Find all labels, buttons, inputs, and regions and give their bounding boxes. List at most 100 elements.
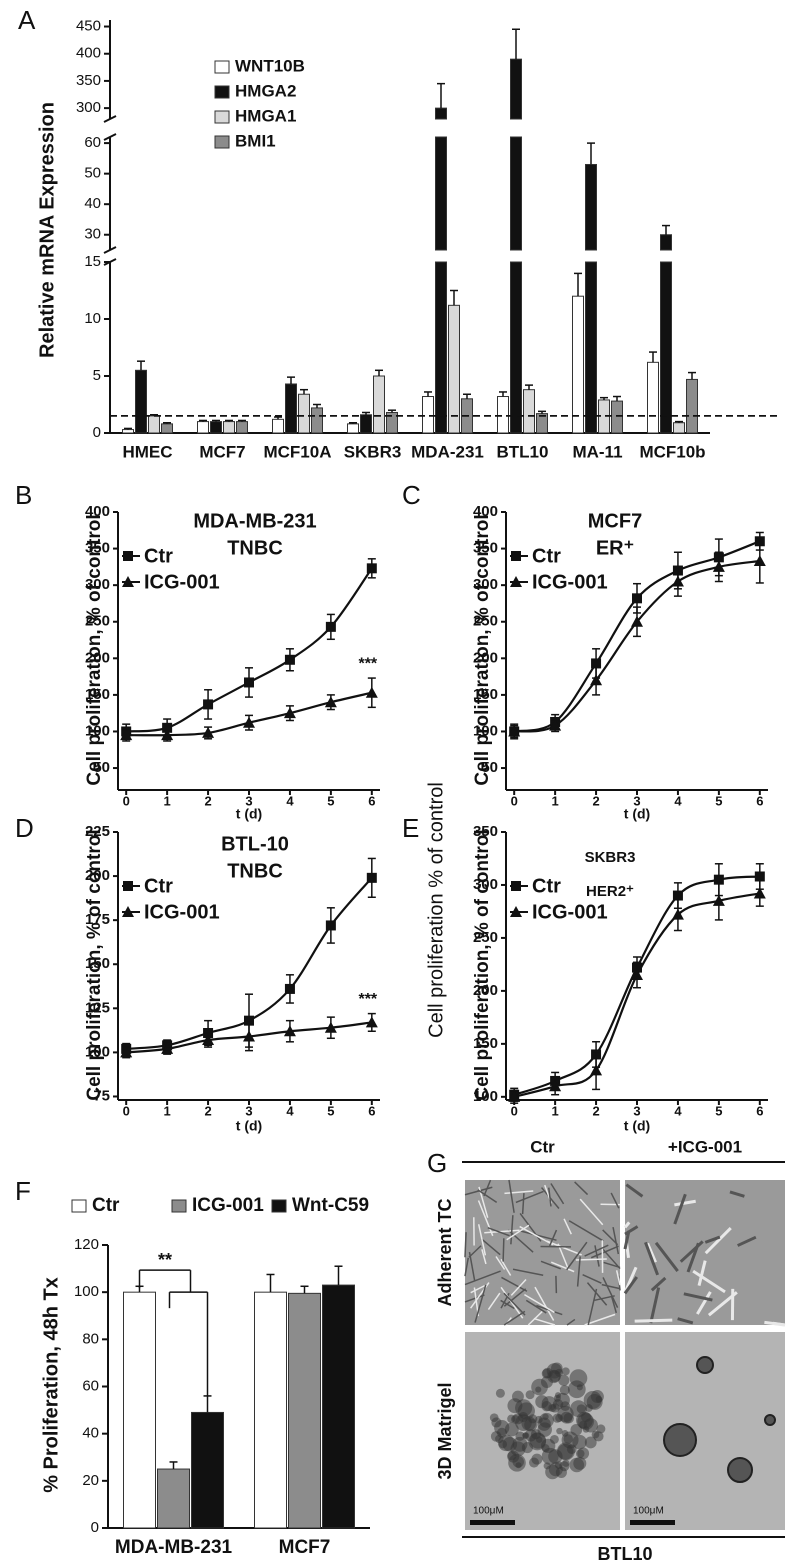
- legend-marker: [510, 576, 522, 587]
- panel-letter: C: [402, 480, 421, 510]
- bar: [322, 1284, 355, 1529]
- legend-label: ICG-001: [532, 901, 608, 923]
- cell: [584, 1244, 609, 1257]
- bar: [197, 421, 209, 434]
- spheroid: [696, 1356, 714, 1374]
- cell: [686, 1242, 700, 1273]
- bar: [373, 375, 385, 434]
- y-tick-label: 5: [93, 367, 101, 384]
- marker: [549, 1080, 562, 1092]
- y-tick-label: 350: [76, 72, 101, 89]
- bar: [157, 1468, 190, 1529]
- annotation: ***: [358, 655, 377, 672]
- column-label: +ICG-001: [668, 1137, 742, 1156]
- cell: [568, 1220, 604, 1242]
- x-tick-label: 0: [123, 793, 130, 808]
- cell: [623, 1221, 631, 1229]
- cell: [586, 1282, 608, 1306]
- cell: [582, 1273, 602, 1284]
- cell: [623, 1230, 631, 1250]
- y-tick-label: 80: [82, 1330, 99, 1347]
- cell: [602, 1277, 619, 1308]
- x-tick-label: 2: [592, 1103, 599, 1118]
- cell: [650, 1276, 667, 1292]
- bar: [236, 421, 248, 434]
- panel-letter: D: [15, 813, 34, 843]
- y-axis-label: Cell proliferation, % of control: [472, 514, 493, 785]
- cell-cluster: [577, 1447, 590, 1460]
- marker: [324, 696, 337, 708]
- cell: [487, 1227, 510, 1237]
- y-tick-label: 400: [85, 503, 110, 520]
- cell: [501, 1276, 528, 1292]
- marker: [753, 887, 766, 899]
- x-tick-label: 1: [164, 793, 171, 808]
- y-tick-label: 350: [473, 823, 498, 840]
- marker: [283, 707, 296, 719]
- legend-label: Ctr: [532, 545, 561, 567]
- cell: [610, 1192, 620, 1209]
- y-tick-label: 150: [85, 686, 110, 703]
- scale-bar-label: 100μM: [633, 1506, 664, 1517]
- marker: [712, 894, 725, 906]
- chart-title: MCF7: [588, 510, 642, 532]
- x-tick-label: 1: [552, 1103, 559, 1118]
- bar: [123, 1291, 156, 1529]
- cell: [575, 1258, 607, 1261]
- marker: [590, 1064, 603, 1076]
- cell: [504, 1190, 534, 1195]
- marker: [549, 719, 562, 731]
- marker: [284, 654, 295, 665]
- chart-subtitle: TNBC: [227, 537, 283, 559]
- cell: [566, 1241, 588, 1271]
- marker: [632, 593, 642, 604]
- marker: [366, 563, 377, 574]
- bar: [435, 107, 447, 120]
- x-tick-label: 6: [756, 793, 763, 808]
- annotation: ***: [358, 991, 377, 1008]
- marker: [283, 1025, 296, 1037]
- legend-label: WNT10B: [235, 56, 305, 75]
- legend-swatch: [171, 1199, 187, 1213]
- bar: [122, 429, 134, 434]
- legend-marker: [511, 881, 521, 891]
- x-tick-label: 4: [674, 793, 682, 808]
- bar: [660, 261, 672, 434]
- y-tick-label: 125: [85, 999, 110, 1016]
- cell: [587, 1288, 598, 1326]
- y-tick-label: 150: [85, 955, 110, 972]
- legend-label: ICG-001: [144, 571, 220, 593]
- cell: [623, 1276, 638, 1295]
- cell: [634, 1318, 673, 1323]
- bar: [191, 1411, 224, 1529]
- cell: [584, 1313, 616, 1326]
- legend-label: HMGA1: [235, 106, 296, 125]
- y-tick-label: 50: [84, 165, 101, 182]
- legend-label: BMI1: [235, 131, 276, 150]
- x-tick-label: 4: [674, 1103, 682, 1118]
- bar: [435, 136, 447, 251]
- cell: [534, 1286, 555, 1321]
- legend-label: Ctr: [92, 1195, 120, 1216]
- cell-cluster: [542, 1367, 553, 1379]
- overlay-label: Cell proliferation % of control: [425, 782, 447, 1038]
- bar: [298, 393, 310, 434]
- cell: [729, 1190, 745, 1198]
- cell: [477, 1200, 494, 1237]
- cell-cluster: [579, 1420, 588, 1429]
- row-label: 3D Matrigel: [435, 1382, 455, 1479]
- x-tick-label: 5: [715, 793, 722, 808]
- y-tick-label: 0: [93, 424, 101, 441]
- cell: [601, 1283, 621, 1290]
- x-tick-label: 6: [756, 1103, 763, 1118]
- bar: [585, 261, 597, 434]
- cell: [481, 1249, 487, 1265]
- cell-cluster: [556, 1427, 563, 1435]
- y-tick-label: 400: [473, 503, 498, 520]
- cell: [483, 1179, 492, 1197]
- cell: [503, 1310, 526, 1326]
- y-tick-label: 250: [473, 613, 498, 630]
- cell: [540, 1260, 562, 1270]
- x-tick-label: 5: [715, 1103, 722, 1118]
